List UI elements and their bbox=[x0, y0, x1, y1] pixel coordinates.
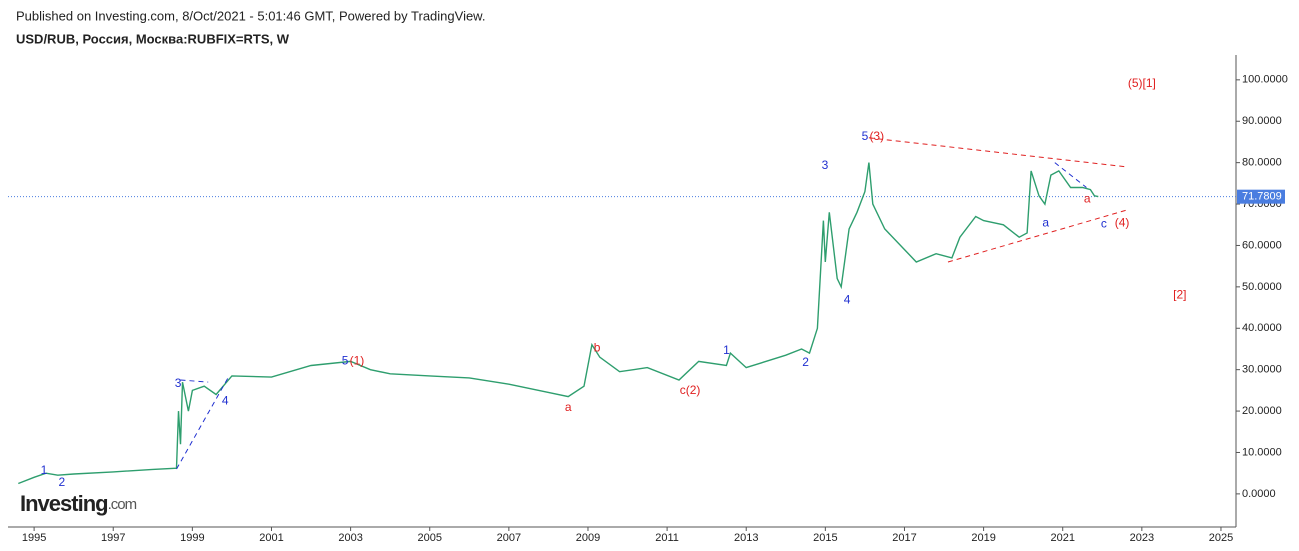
x-tick-label: 2017 bbox=[892, 532, 916, 544]
logo-main: Investing bbox=[20, 491, 108, 516]
x-tick-label: 2003 bbox=[338, 532, 362, 544]
wave-label: c bbox=[1101, 217, 1107, 231]
x-tick-label: 2009 bbox=[576, 532, 600, 544]
x-tick-label: 2025 bbox=[1209, 532, 1233, 544]
x-tick-label: 2011 bbox=[655, 532, 679, 544]
x-tick-label: 2023 bbox=[1130, 532, 1154, 544]
published-note: Published on Investing.com, 8/Oct/2021 -… bbox=[16, 8, 485, 23]
chart-title: USD/RUB, Россия, Москва:RUBFIX=RTS, W bbox=[16, 31, 290, 46]
x-tick-label: 2001 bbox=[259, 532, 283, 544]
trend-line bbox=[1054, 162, 1087, 188]
x-tick-label: 1995 bbox=[22, 532, 46, 544]
wave-label: [2] bbox=[1173, 288, 1186, 302]
x-tick-label: 1999 bbox=[180, 532, 204, 544]
last-price-label: 71.7809 bbox=[1242, 191, 1282, 203]
x-tick-label: 2019 bbox=[971, 532, 995, 544]
wave-label: (5)[1] bbox=[1128, 76, 1156, 90]
price-line bbox=[18, 162, 1099, 485]
wave-label: 3 bbox=[175, 376, 182, 390]
wave-label: 5 bbox=[862, 129, 869, 143]
trend-line bbox=[180, 379, 209, 383]
y-tick-label: 30.0000 bbox=[1242, 364, 1282, 376]
wave-label: a bbox=[1042, 215, 1049, 229]
wave-label: (3) bbox=[869, 129, 884, 143]
x-tick-label: 2013 bbox=[734, 532, 758, 544]
wave-label: (4) bbox=[1115, 215, 1130, 229]
wave-label: b bbox=[594, 341, 601, 355]
wave-label: 2 bbox=[802, 355, 809, 369]
wave-label: a bbox=[1084, 191, 1091, 205]
x-tick-label: 2005 bbox=[417, 532, 441, 544]
x-tick-label: 1997 bbox=[101, 532, 125, 544]
y-tick-label: 40.0000 bbox=[1242, 322, 1282, 334]
logo: Investing.com bbox=[20, 491, 137, 516]
trend-line bbox=[947, 209, 1127, 263]
last-price-box bbox=[1237, 189, 1285, 204]
wave-label: 1 bbox=[723, 343, 730, 357]
wave-label: a bbox=[565, 400, 572, 414]
y-tick-label: 90.0000 bbox=[1242, 115, 1282, 127]
y-tick-label: 80.0000 bbox=[1242, 157, 1282, 169]
y-tick-label: 50.0000 bbox=[1242, 281, 1282, 293]
y-tick-label: 0.0000 bbox=[1242, 488, 1276, 500]
y-tick-label: 60.0000 bbox=[1242, 239, 1282, 251]
y-tick-label: 10.0000 bbox=[1242, 446, 1282, 458]
trend-line bbox=[868, 137, 1127, 168]
logo-suffix: .com bbox=[108, 496, 137, 513]
wave-label: 1 bbox=[41, 463, 48, 477]
wave-label: 4 bbox=[222, 394, 229, 408]
x-tick-label: 2007 bbox=[497, 532, 521, 544]
x-tick-label: 2021 bbox=[1050, 532, 1074, 544]
y-tick-label: 100.0000 bbox=[1242, 74, 1288, 86]
y-tick-label: 20.0000 bbox=[1242, 405, 1282, 417]
wave-label: 5 bbox=[342, 354, 349, 368]
wave-label: 2 bbox=[58, 475, 65, 489]
wave-label: c(2) bbox=[680, 383, 701, 397]
wave-label: 3 bbox=[822, 158, 829, 172]
wave-label: 4 bbox=[844, 293, 851, 307]
wave-label: (1) bbox=[350, 354, 365, 368]
x-tick-label: 2015 bbox=[813, 532, 837, 544]
